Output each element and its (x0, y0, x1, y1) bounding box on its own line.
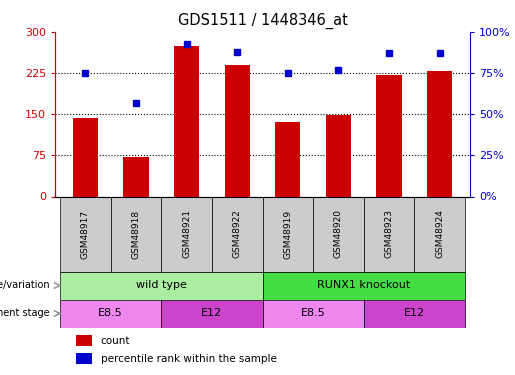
Text: GSM48918: GSM48918 (131, 209, 141, 259)
Bar (275, 123, 300, 196)
Bar (263, 272, 465, 300)
Text: GSM48921: GSM48921 (182, 210, 191, 258)
Text: GSM48923: GSM48923 (385, 210, 393, 258)
Text: GSM48917: GSM48917 (81, 209, 90, 259)
Bar (376, 75, 402, 196)
Bar (60, 196, 111, 272)
Bar (326, 116, 351, 196)
Text: RUNX1 knockout: RUNX1 knockout (317, 280, 410, 291)
Bar (415, 196, 465, 272)
Bar (123, 157, 149, 196)
Bar (225, 65, 250, 196)
Bar (263, 300, 364, 327)
Bar (364, 300, 465, 327)
Bar (427, 72, 452, 196)
Bar (76, 335, 92, 346)
Text: GSM48920: GSM48920 (334, 210, 343, 258)
Bar (60, 300, 161, 327)
Text: GSM48922: GSM48922 (233, 210, 242, 258)
Text: E8.5: E8.5 (98, 309, 123, 318)
Bar (111, 196, 161, 272)
Text: wild type: wild type (136, 280, 187, 291)
Text: percentile rank within the sample: percentile rank within the sample (100, 354, 277, 364)
Text: GSM48919: GSM48919 (283, 209, 293, 259)
Bar (76, 353, 92, 364)
Text: count: count (100, 336, 130, 346)
Title: GDS1511 / 1448346_at: GDS1511 / 1448346_at (178, 13, 348, 29)
Text: E8.5: E8.5 (301, 309, 325, 318)
Text: development stage: development stage (0, 309, 50, 318)
Text: E12: E12 (404, 309, 425, 318)
Bar (263, 196, 313, 272)
Bar (364, 196, 415, 272)
Bar (161, 196, 212, 272)
Bar (174, 46, 199, 196)
Bar (212, 196, 263, 272)
Bar (73, 118, 98, 196)
Bar (161, 300, 263, 327)
Bar (313, 196, 364, 272)
Text: GSM48924: GSM48924 (435, 210, 444, 258)
Text: genotype/variation: genotype/variation (0, 280, 50, 291)
Text: E12: E12 (201, 309, 222, 318)
Bar (60, 272, 263, 300)
